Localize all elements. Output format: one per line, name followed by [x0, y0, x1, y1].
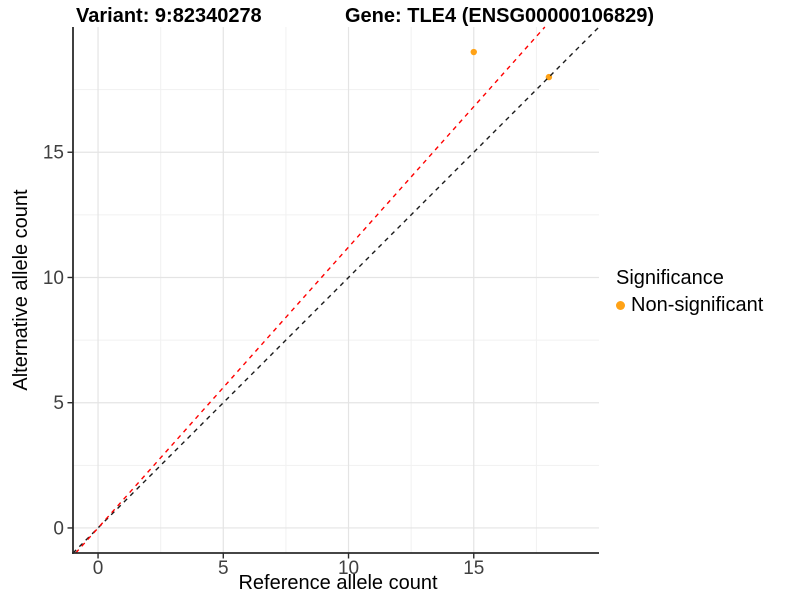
- legend-item-non-significant: Non-significant: [616, 293, 763, 317]
- gene-title: Gene: TLE4 (ENSG00000106829): [345, 5, 655, 27]
- legend-title: Significance: [616, 267, 724, 289]
- y-tick-label: 5: [53, 393, 64, 414]
- variant-title: Variant: 9:82340278: [76, 5, 262, 27]
- x-axis-title: Reference allele count: [238, 572, 438, 594]
- legend-item-label: Non-significant: [631, 294, 764, 316]
- legend: Significance Non-significant: [616, 266, 763, 317]
- data-point: [470, 48, 477, 56]
- legend-point-icon: [616, 300, 625, 310]
- y-tick-label: 10: [43, 268, 64, 289]
- identity-line: [72, 26, 600, 554]
- y-tick-label: 15: [43, 143, 64, 164]
- y-tick-label: 0: [53, 518, 64, 539]
- x-tick-label: 5: [218, 558, 229, 579]
- x-tick-label: 15: [463, 558, 484, 579]
- expected-ratio-line: [75, 26, 546, 554]
- x-tick-label: 10: [338, 558, 359, 579]
- x-tick-label: 0: [93, 558, 104, 579]
- y-axis-title: Alternative allele count: [10, 189, 32, 391]
